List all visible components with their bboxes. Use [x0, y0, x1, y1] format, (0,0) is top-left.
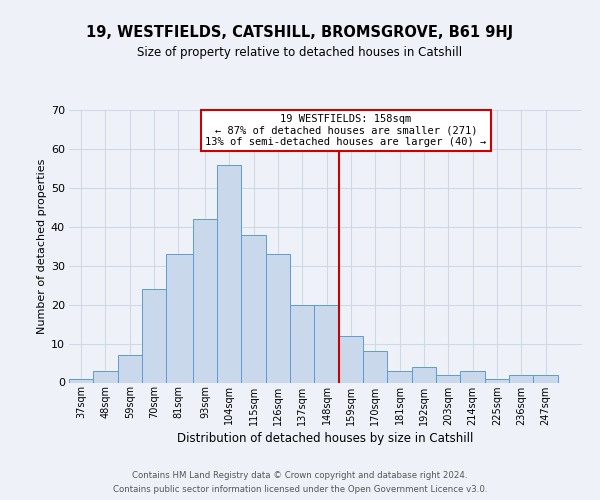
- Bar: [412, 367, 436, 382]
- Bar: [166, 254, 193, 382]
- X-axis label: Distribution of detached houses by size in Catshill: Distribution of detached houses by size …: [178, 432, 473, 444]
- Bar: [314, 304, 339, 382]
- Text: Contains HM Land Registry data © Crown copyright and database right 2024.: Contains HM Land Registry data © Crown c…: [132, 472, 468, 480]
- Bar: [118, 355, 142, 382]
- Bar: [485, 378, 509, 382]
- Bar: [363, 352, 388, 382]
- Bar: [533, 374, 557, 382]
- Bar: [290, 304, 314, 382]
- Bar: [69, 378, 94, 382]
- Bar: [436, 374, 460, 382]
- Bar: [217, 164, 241, 382]
- Y-axis label: Number of detached properties: Number of detached properties: [37, 158, 47, 334]
- Bar: [142, 289, 166, 382]
- Text: 19, WESTFIELDS, CATSHILL, BROMSGROVE, B61 9HJ: 19, WESTFIELDS, CATSHILL, BROMSGROVE, B6…: [86, 25, 514, 40]
- Bar: [509, 374, 533, 382]
- Text: Contains public sector information licensed under the Open Government Licence v3: Contains public sector information licen…: [113, 484, 487, 494]
- Bar: [266, 254, 290, 382]
- Bar: [460, 371, 485, 382]
- Bar: [193, 219, 217, 382]
- Text: Size of property relative to detached houses in Catshill: Size of property relative to detached ho…: [137, 46, 463, 59]
- Text: 19 WESTFIELDS: 158sqm
← 87% of detached houses are smaller (271)
13% of semi-det: 19 WESTFIELDS: 158sqm ← 87% of detached …: [205, 114, 487, 148]
- Bar: [94, 371, 118, 382]
- Bar: [388, 371, 412, 382]
- Bar: [241, 234, 266, 382]
- Bar: [339, 336, 363, 382]
